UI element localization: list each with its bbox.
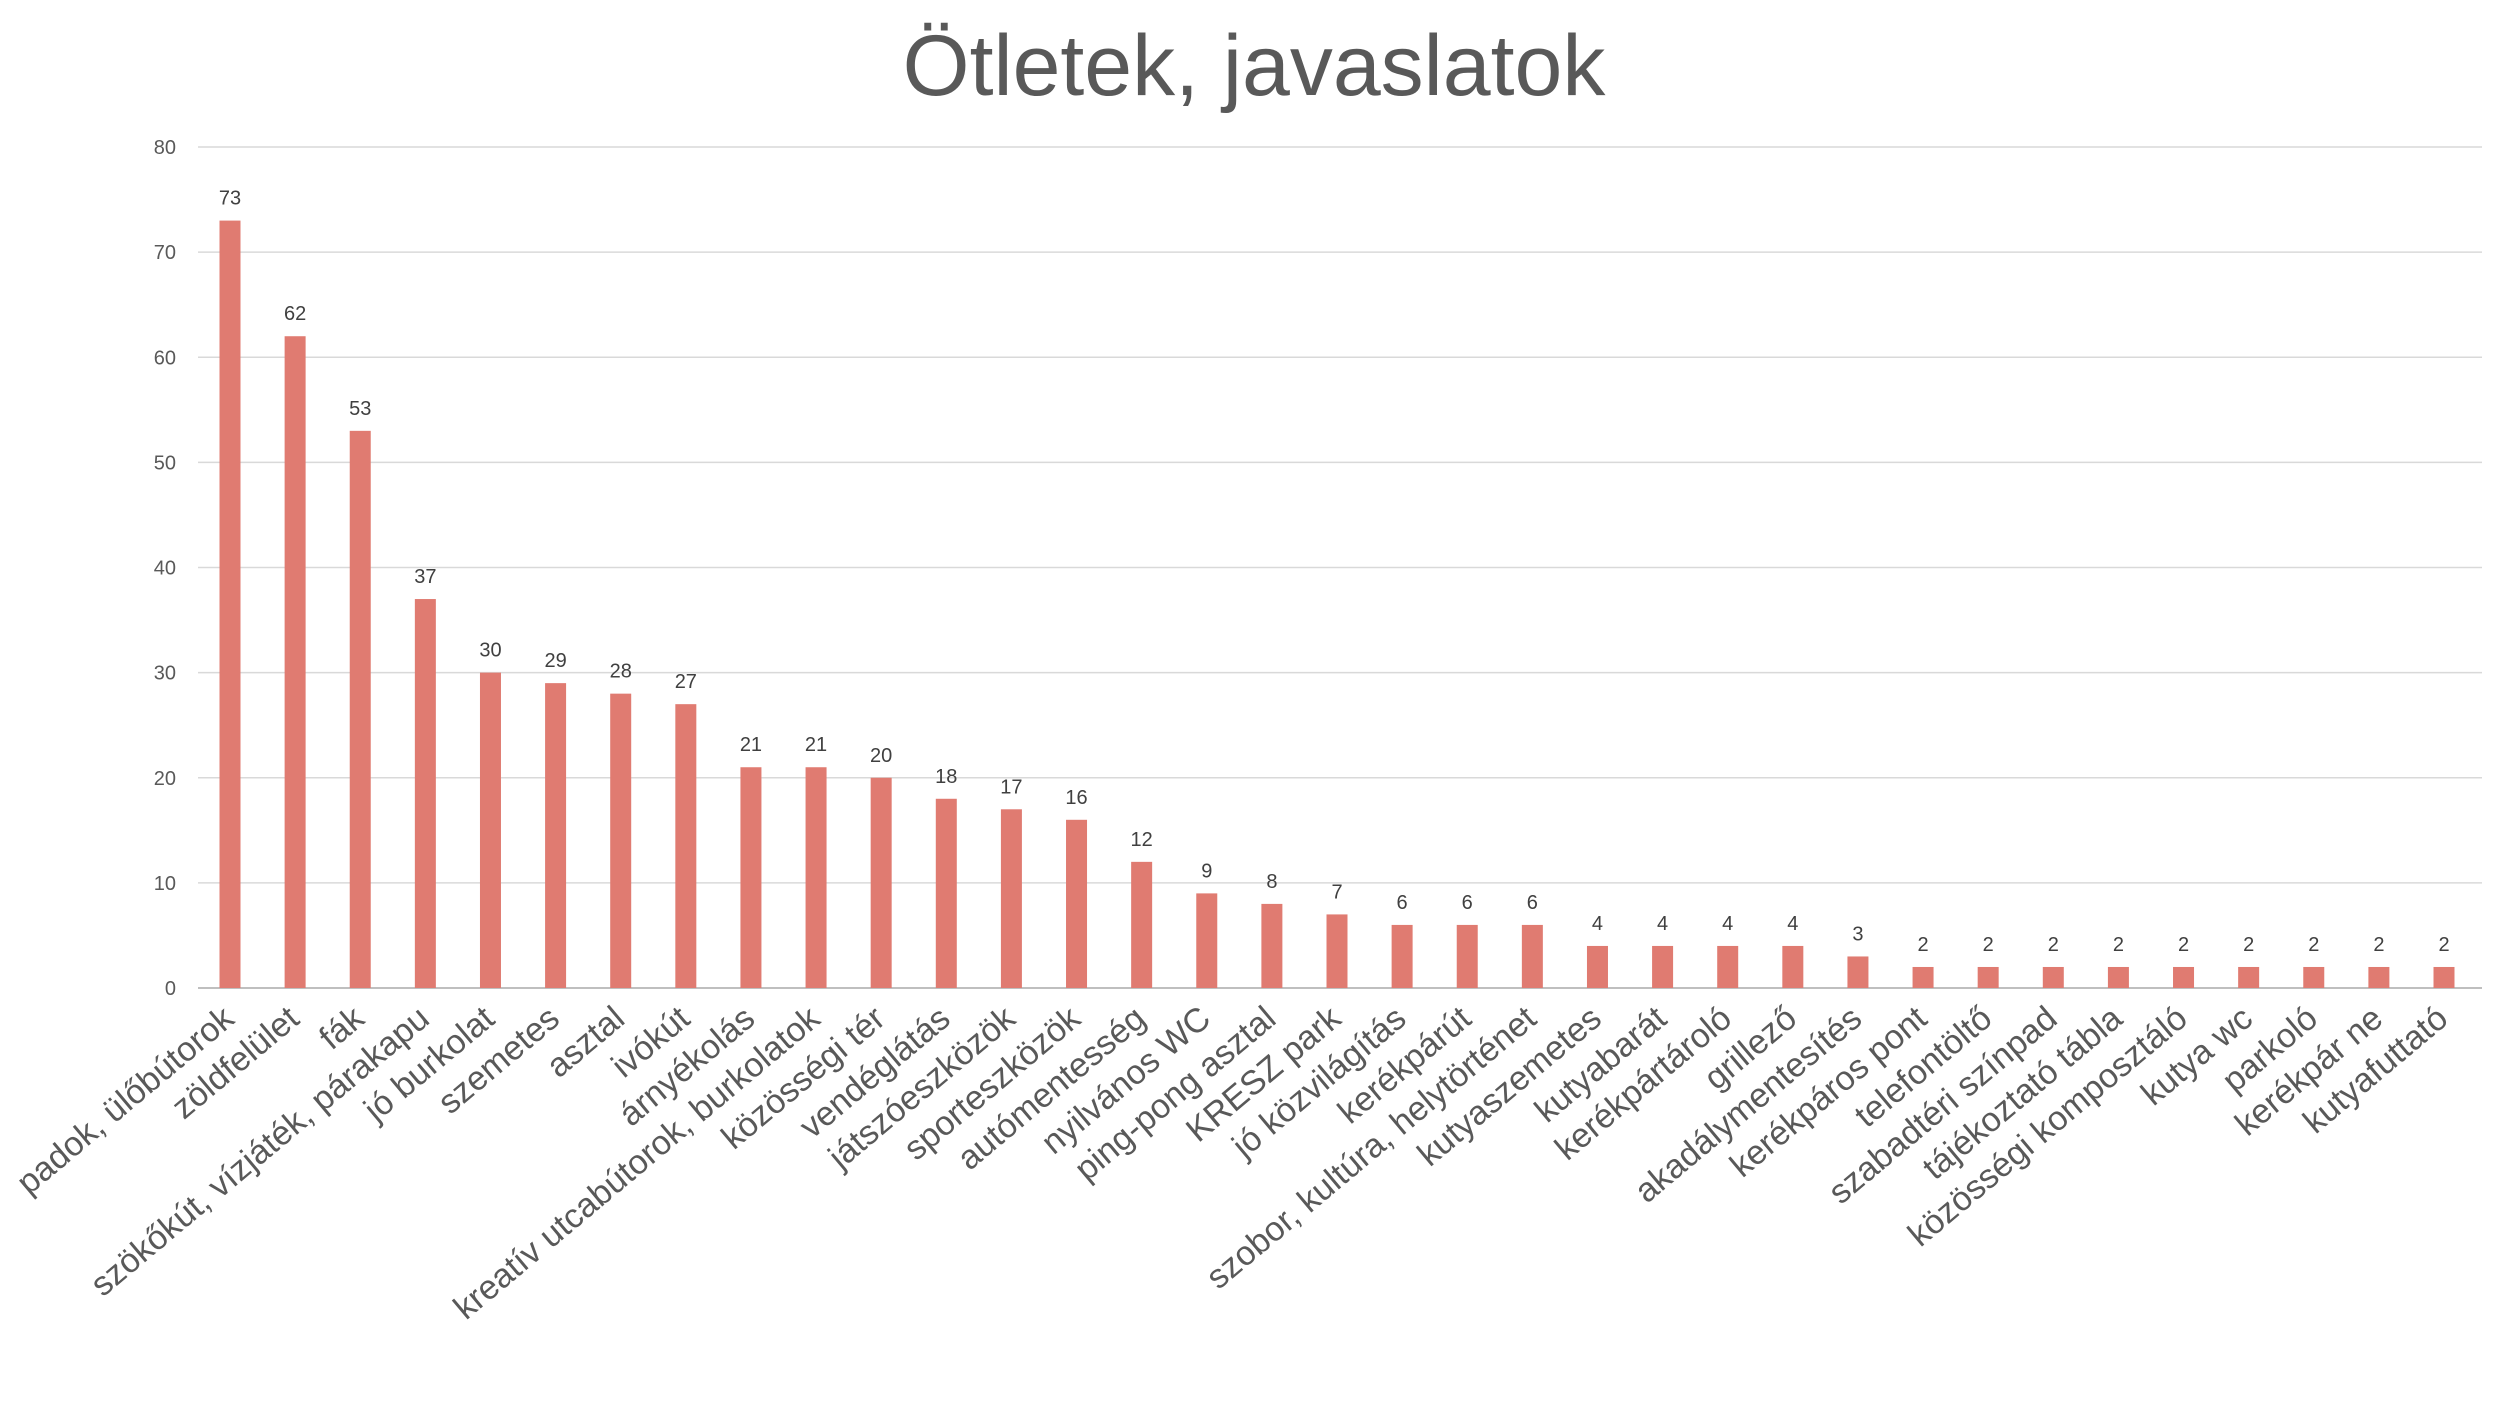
data-label: 2 bbox=[2113, 934, 2124, 956]
bar bbox=[805, 767, 827, 988]
data-label: 2 bbox=[1983, 934, 1994, 956]
data-label: 29 bbox=[544, 650, 566, 672]
data-label: 4 bbox=[1657, 913, 1668, 935]
bar bbox=[935, 798, 957, 988]
bar bbox=[1652, 945, 1674, 988]
chart-title: Ötletek, javaslatok bbox=[903, 18, 1607, 114]
data-label: 2 bbox=[2373, 934, 2384, 956]
bar bbox=[1196, 893, 1218, 988]
data-label: 28 bbox=[610, 661, 632, 683]
data-label: 62 bbox=[284, 303, 306, 325]
y-axis-ticks: 0 10 20 30 40 50 60 70 80 bbox=[154, 137, 176, 1000]
data-label: 4 bbox=[1722, 913, 1733, 935]
bar bbox=[1131, 861, 1153, 988]
bar bbox=[675, 704, 697, 988]
bar bbox=[1456, 924, 1478, 988]
data-label: 17 bbox=[1000, 776, 1022, 798]
y-tick-label: 10 bbox=[154, 873, 176, 895]
bar bbox=[1847, 956, 1869, 988]
y-tick-label: 0 bbox=[165, 978, 176, 1000]
y-tick-label: 50 bbox=[154, 452, 176, 474]
y-tick-label: 20 bbox=[154, 768, 176, 790]
bar bbox=[479, 672, 501, 988]
data-label: 73 bbox=[219, 188, 241, 210]
data-label: 21 bbox=[805, 734, 827, 756]
bar bbox=[1261, 903, 1283, 988]
y-tick-label: 60 bbox=[154, 347, 176, 369]
bar bbox=[1521, 924, 1543, 988]
data-label: 37 bbox=[414, 566, 436, 588]
bar bbox=[610, 693, 632, 988]
bar bbox=[284, 336, 306, 989]
bar bbox=[2368, 966, 2390, 988]
y-tick-label: 40 bbox=[154, 558, 176, 580]
y-tick-label: 80 bbox=[154, 137, 176, 159]
bar bbox=[2433, 966, 2455, 988]
data-label: 53 bbox=[349, 398, 371, 420]
y-tick-label: 30 bbox=[154, 663, 176, 685]
data-label: 6 bbox=[1462, 892, 1473, 914]
bar bbox=[740, 767, 762, 988]
bar bbox=[2238, 966, 2260, 988]
bar bbox=[1391, 924, 1413, 988]
data-label: 2 bbox=[2308, 934, 2319, 956]
bar bbox=[1586, 945, 1608, 988]
y-tick-label: 70 bbox=[154, 242, 176, 264]
bar bbox=[545, 683, 567, 988]
data-label: 6 bbox=[1397, 892, 1408, 914]
bar bbox=[870, 777, 892, 988]
bar bbox=[2303, 966, 2325, 988]
bar bbox=[2173, 966, 2195, 988]
data-label: 2 bbox=[2438, 934, 2449, 956]
data-label: 16 bbox=[1065, 787, 1087, 809]
data-label: 6 bbox=[1527, 892, 1538, 914]
data-label: 9 bbox=[1201, 860, 1212, 882]
data-label: 4 bbox=[1592, 913, 1603, 935]
bar bbox=[2107, 966, 2129, 988]
bar bbox=[1326, 914, 1348, 988]
data-label: 30 bbox=[479, 640, 501, 662]
bar bbox=[2042, 966, 2064, 988]
bar bbox=[1717, 945, 1739, 988]
data-label: 2 bbox=[1917, 934, 1928, 956]
bar bbox=[1782, 945, 1804, 988]
bars bbox=[219, 220, 2455, 989]
bar bbox=[414, 599, 436, 988]
data-label: 27 bbox=[675, 671, 697, 693]
bar bbox=[1000, 809, 1022, 988]
data-label: 7 bbox=[1331, 881, 1342, 903]
bar bbox=[1066, 819, 1088, 988]
data-label: 2 bbox=[2048, 934, 2059, 956]
data-label: 3 bbox=[1852, 923, 1863, 945]
bar bbox=[1977, 966, 1999, 988]
data-label: 2 bbox=[2178, 934, 2189, 956]
data-labels: 73 62 53 37 30 29 28 27 21 21 20 18 17 16 12 9 8 7 6 6 6 4 4 4 4… bbox=[219, 188, 2450, 956]
bar bbox=[349, 430, 371, 988]
bar bbox=[1912, 966, 1934, 988]
gridlines bbox=[198, 146, 2482, 989]
data-label: 12 bbox=[1131, 829, 1153, 851]
data-label: 21 bbox=[740, 734, 762, 756]
data-label: 4 bbox=[1787, 913, 1798, 935]
data-label: 2 bbox=[2243, 934, 2254, 956]
data-label: 18 bbox=[935, 766, 957, 788]
data-label: 8 bbox=[1266, 871, 1277, 893]
data-label: 20 bbox=[870, 745, 892, 767]
bar bbox=[219, 220, 241, 988]
